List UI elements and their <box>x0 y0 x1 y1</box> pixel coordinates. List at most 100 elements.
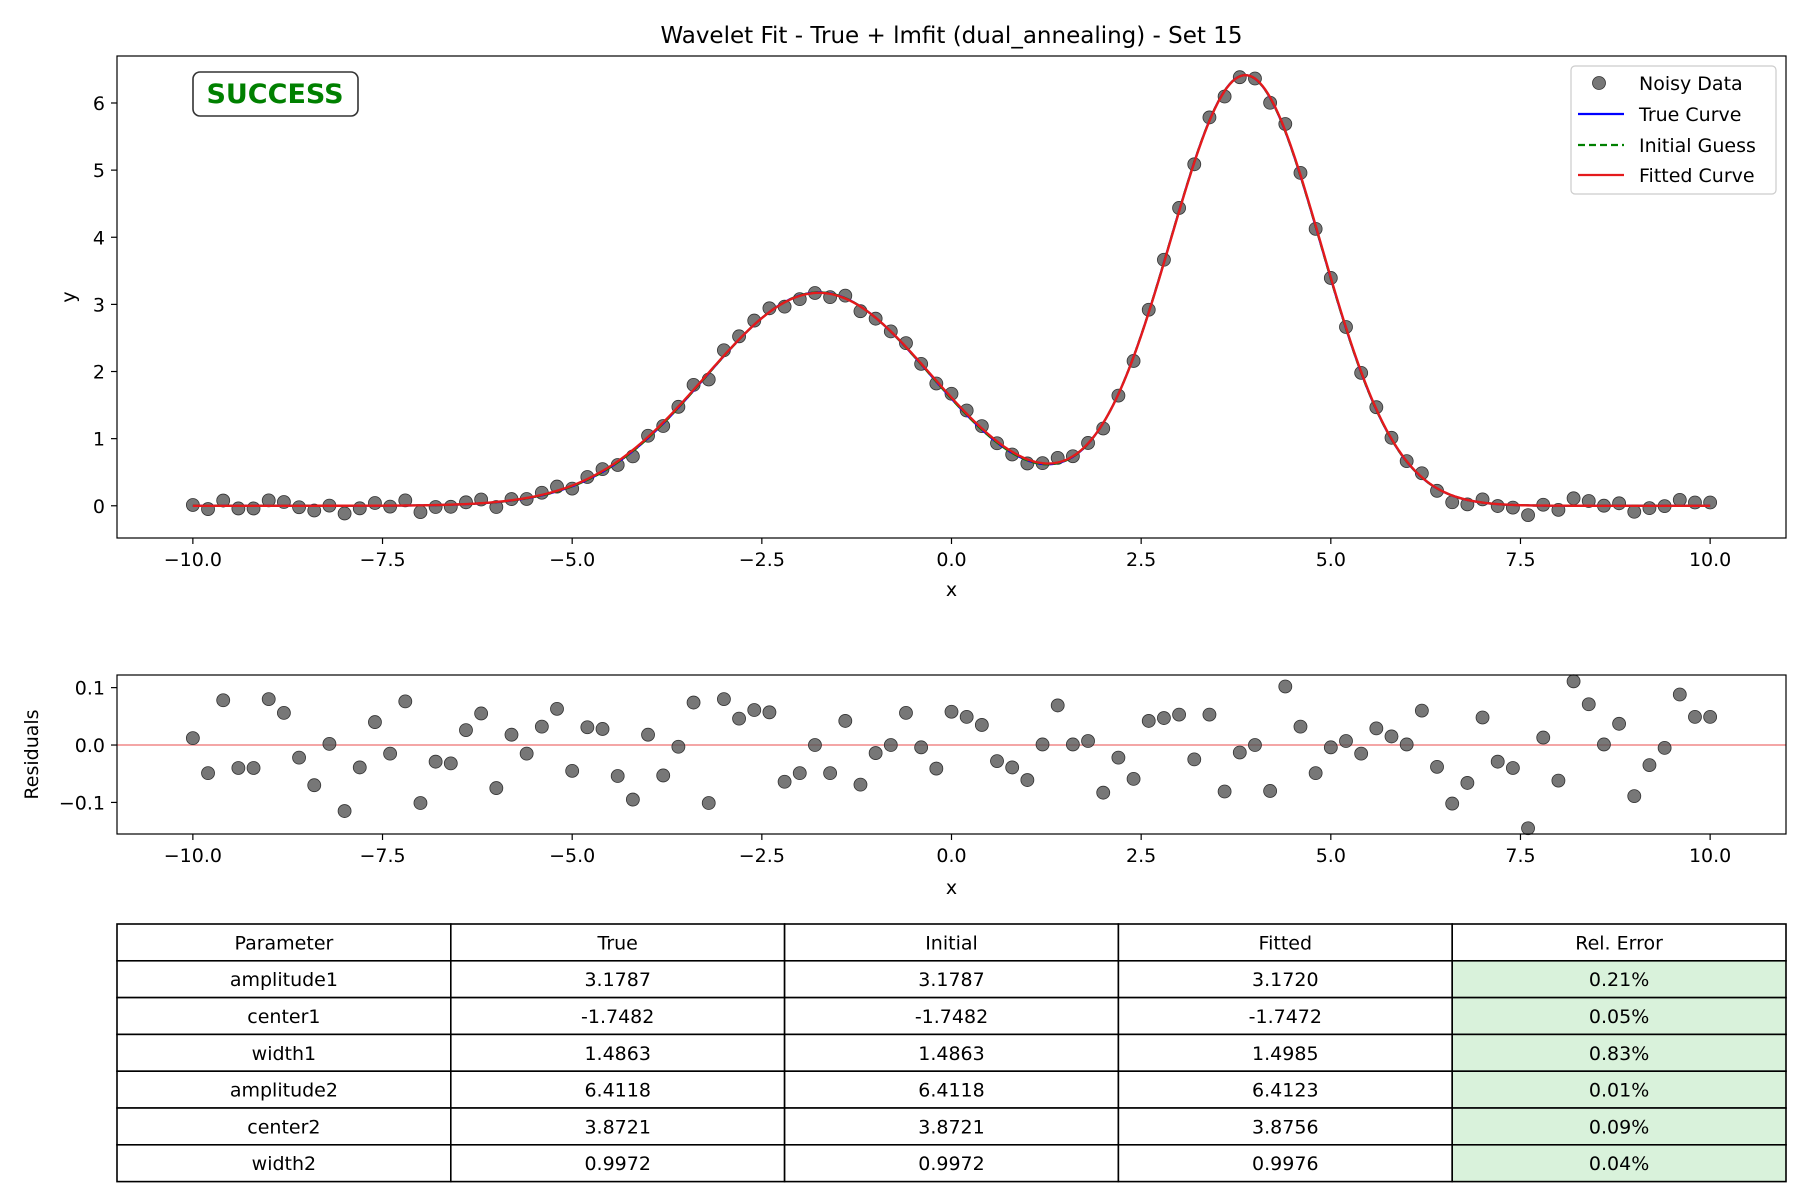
residual-point <box>671 739 686 754</box>
residuals-x-tick-label: −10.0 <box>164 845 222 867</box>
table-cell-text: 3.1720 <box>1252 969 1318 991</box>
table-header-text: Fitted <box>1259 932 1312 954</box>
residual-point <box>519 746 534 761</box>
fit-plot-x-tick-label: −7.5 <box>359 549 405 571</box>
residuals-x-tick-label: −7.5 <box>359 845 405 867</box>
residual-point <box>504 727 519 742</box>
residual-point <box>838 714 853 728</box>
table-cell-text: center2 <box>247 1116 320 1138</box>
table-cell <box>116 1144 452 1183</box>
data-point <box>201 502 215 516</box>
fit-plot-y-axis-label: y <box>58 291 80 302</box>
table-cell-text: -1.7482 <box>915 1006 988 1028</box>
table-cell-text: 3.8721 <box>918 1116 984 1138</box>
residuals-x-tick-label: 10.0 <box>1689 845 1731 867</box>
residual-point <box>1217 784 1232 799</box>
residual-point <box>1597 737 1611 752</box>
fit-plot-x-tick-label: 7.5 <box>1505 549 1535 571</box>
fit-plot-y-tick-label: 5 <box>93 160 105 182</box>
table-header-cell <box>116 923 452 962</box>
residual-point <box>1505 761 1520 775</box>
table-cell-text: center1 <box>247 1006 320 1028</box>
legend-label-fitted-curve: Fitted Curve <box>1639 165 1755 187</box>
residual-point <box>1050 698 1065 713</box>
residuals-x-tick-label: 5.0 <box>1316 845 1346 867</box>
residual-point <box>656 768 671 783</box>
table-cell-text: 0.9976 <box>1252 1153 1318 1175</box>
residual-point <box>276 705 291 720</box>
fit-plot-x-axis-label: x <box>946 579 957 601</box>
residual-point <box>1688 710 1702 724</box>
residuals-y-tick-label: 0.0 <box>75 735 105 757</box>
residual-point <box>823 766 838 781</box>
table-cell <box>783 1144 1120 1183</box>
residual-point <box>1672 687 1687 702</box>
data-point <box>1642 501 1657 516</box>
table-cell-text: 6.4123 <box>1252 1080 1318 1102</box>
fit-plot-x-tick-label: 5.0 <box>1316 549 1346 571</box>
residual-point <box>1248 738 1262 752</box>
residuals-x-tick-label: 0.0 <box>936 845 966 867</box>
residual-point <box>292 750 306 765</box>
fit-plot-x-tick-label: 2.5 <box>1126 549 1156 571</box>
table-cell-text: 1.4863 <box>918 1043 984 1065</box>
table-cell-text: -1.7482 <box>581 1006 654 1028</box>
table-cell <box>1451 996 1787 1036</box>
residual-point <box>307 778 322 793</box>
success-badge-text: SUCCESS <box>206 79 343 110</box>
table-cell <box>1451 959 1787 999</box>
residual-point <box>1369 721 1384 736</box>
data-point <box>428 500 443 514</box>
table-cell-text: 0.04% <box>1589 1153 1649 1175</box>
residual-point <box>534 719 549 734</box>
residual-point <box>1657 740 1672 755</box>
legend-label-true-curve: True Curve <box>1638 104 1741 126</box>
residual-point <box>1202 707 1217 722</box>
residual-point <box>595 722 610 736</box>
data-point <box>974 419 989 434</box>
residual-point <box>383 746 398 761</box>
residual-point <box>944 704 959 719</box>
residual-point <box>1141 714 1156 728</box>
table-cell-text: width1 <box>252 1043 316 1065</box>
residual-point <box>1293 719 1308 734</box>
residual-point <box>959 710 974 724</box>
residual-point <box>580 720 595 735</box>
residual-point <box>914 740 929 755</box>
residual-point <box>1566 674 1581 689</box>
fit-plot-x-tick-label: 10.0 <box>1689 549 1731 571</box>
table-cell-text: -1.7472 <box>1249 1006 1322 1028</box>
residual-point <box>1354 746 1369 761</box>
fit-plot-y-tick-label: 0 <box>93 496 105 518</box>
table-cell-text: 0.05% <box>1589 1006 1649 1028</box>
residual-point <box>1521 821 1535 836</box>
data-point <box>656 419 671 433</box>
residual-point <box>641 727 655 742</box>
success-badge-box <box>192 71 359 117</box>
legend-label-noisy-data: Noisy Data <box>1639 73 1743 95</box>
data-point <box>1490 499 1505 513</box>
data-point <box>413 505 428 520</box>
residual-point <box>1384 729 1399 744</box>
residuals-plot-x-axis-label: x <box>946 877 957 899</box>
residual-point <box>398 694 413 709</box>
residual-point <box>1065 737 1080 752</box>
residual-point <box>899 705 913 720</box>
residual-point <box>1445 796 1460 811</box>
chart-title: Wavelet Fit - True + lmfit (dual_anneali… <box>660 23 1242 49</box>
residual-point <box>974 718 989 732</box>
table-cell <box>1451 1107 1787 1146</box>
data-point <box>489 500 504 514</box>
residual-point <box>1263 784 1278 798</box>
data-point <box>899 336 913 351</box>
table-cell-text: 0.83% <box>1589 1043 1649 1065</box>
residual-point <box>625 792 640 807</box>
legend-label-initial-guess: Initial Guess <box>1639 135 1756 157</box>
fitted-curve-line <box>192 73 1711 507</box>
residual-point <box>1005 760 1020 775</box>
fit-plot-y-tick-label: 2 <box>93 362 105 384</box>
residual-point <box>368 715 382 729</box>
parameter-table: Parameter True Initial Fitted Rel. Error ampl… <box>116 923 1787 1183</box>
table-cell <box>449 1107 786 1146</box>
table-cell-text: amplitude2 <box>230 1080 338 1102</box>
